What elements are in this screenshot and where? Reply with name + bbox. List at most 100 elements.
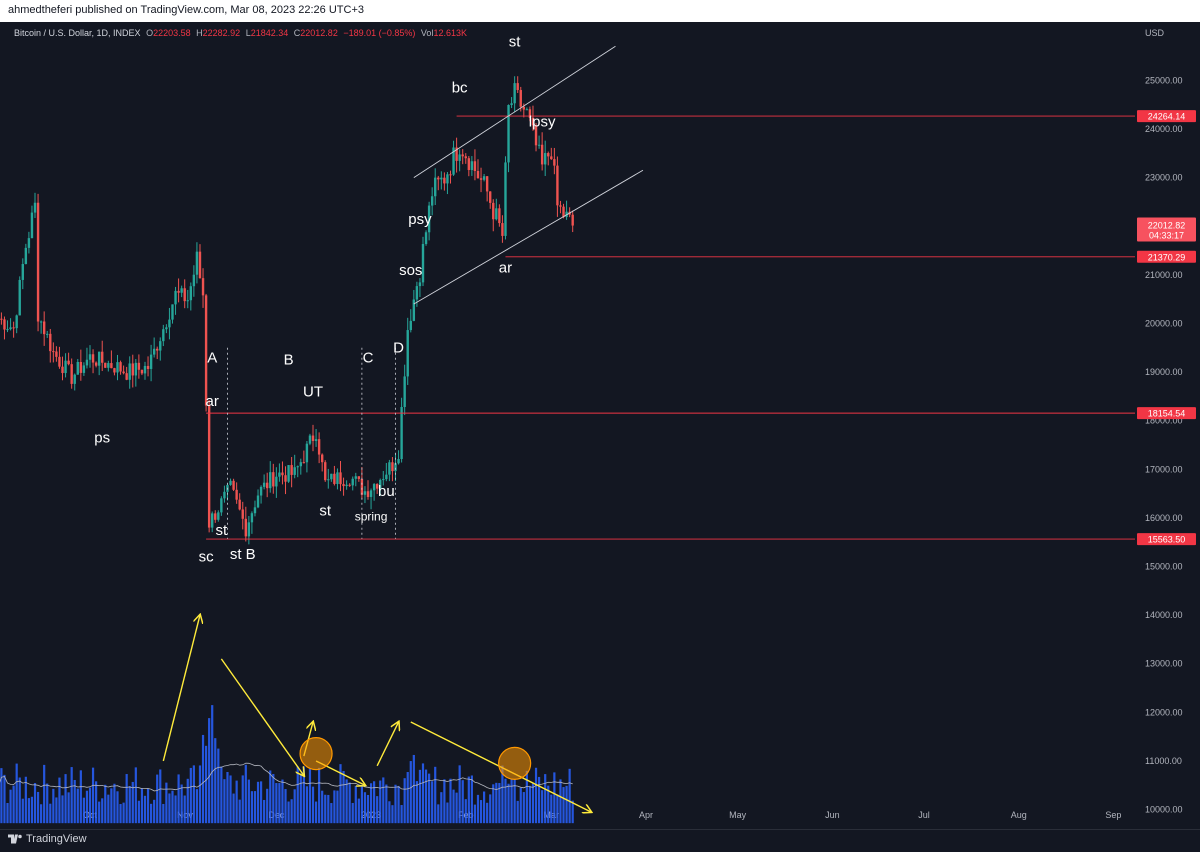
candle-body bbox=[195, 251, 199, 275]
price-chart[interactable]: USD25000.0024000.0023000.0022000.0021000… bbox=[0, 22, 1200, 829]
candle-body bbox=[366, 491, 370, 497]
volume-bar bbox=[373, 781, 376, 824]
candle-body bbox=[250, 513, 254, 523]
volume-bar bbox=[73, 780, 76, 824]
candle-body bbox=[269, 472, 272, 489]
tradingview-logo[interactable]: TradingView bbox=[8, 833, 87, 845]
volume-bar bbox=[333, 790, 336, 824]
volume-bar bbox=[345, 779, 348, 824]
volume-bar bbox=[214, 738, 217, 824]
candle-body bbox=[156, 348, 159, 351]
volume-bar bbox=[269, 770, 272, 824]
x-tick-label: Apr bbox=[639, 810, 653, 820]
volume-bar bbox=[489, 794, 492, 824]
low-value: 21842.34 bbox=[250, 28, 289, 38]
candle-body bbox=[125, 373, 128, 380]
wyckoff-label[interactable]: sos bbox=[399, 262, 422, 279]
candle-body bbox=[482, 176, 486, 180]
volume-bar bbox=[382, 777, 385, 824]
candle-body bbox=[531, 117, 535, 126]
candle-body bbox=[403, 376, 406, 408]
candle-body bbox=[6, 329, 9, 331]
wyckoff-label[interactable]: B bbox=[284, 352, 294, 369]
volume-bar bbox=[146, 788, 150, 824]
volume-bar bbox=[293, 789, 296, 824]
volume-arrow[interactable] bbox=[162, 615, 200, 762]
channel-line[interactable] bbox=[413, 45, 616, 178]
volume-bar bbox=[418, 769, 422, 824]
change-value: −189.01 (−0.85%) bbox=[343, 28, 416, 38]
channel-line[interactable] bbox=[413, 169, 644, 305]
candle-body bbox=[449, 174, 452, 176]
price-level-label: 24264.14 bbox=[1148, 112, 1186, 122]
wyckoff-label[interactable]: ar bbox=[499, 259, 512, 276]
candle-body bbox=[443, 177, 446, 184]
volume-bar bbox=[226, 771, 229, 824]
volume-bar bbox=[153, 799, 156, 824]
volume-bar bbox=[137, 800, 140, 824]
volume-bar bbox=[24, 776, 27, 824]
volume-highlight-circle[interactable] bbox=[299, 737, 333, 771]
volume-bar bbox=[547, 785, 550, 824]
last-price-tag bbox=[1137, 217, 1196, 242]
candle-body bbox=[452, 147, 455, 175]
volume-bar bbox=[275, 783, 278, 824]
volume-bar bbox=[522, 792, 525, 824]
wyckoff-label[interactable]: D bbox=[393, 340, 404, 357]
wyckoff-label[interactable]: bu bbox=[378, 483, 395, 500]
candle-body bbox=[244, 518, 248, 537]
wyckoff-label[interactable]: UT bbox=[303, 383, 323, 400]
volume-bar bbox=[504, 778, 507, 824]
candle-body bbox=[186, 300, 189, 302]
countdown-label: 04:33:17 bbox=[1149, 231, 1184, 241]
volume-bar bbox=[223, 779, 226, 824]
wyckoff-label[interactable]: bc bbox=[452, 79, 468, 96]
candle-body bbox=[510, 103, 513, 106]
wyckoff-label[interactable]: st bbox=[216, 522, 229, 539]
candle-body bbox=[67, 360, 70, 365]
wyckoff-label[interactable]: st B bbox=[230, 546, 256, 563]
candle-body bbox=[498, 208, 501, 224]
volume-bar bbox=[67, 792, 70, 824]
x-tick-label: May bbox=[729, 810, 747, 820]
wyckoff-label[interactable]: C bbox=[363, 349, 374, 366]
volume-bar bbox=[247, 779, 250, 824]
wyckoff-label[interactable]: st bbox=[509, 33, 522, 50]
volume-bar bbox=[110, 788, 113, 824]
candle-body bbox=[171, 304, 174, 320]
chart-area[interactable]: USD25000.0024000.0023000.0022000.0021000… bbox=[0, 22, 1200, 829]
volume-highlight-circle[interactable] bbox=[498, 746, 532, 780]
wyckoff-label[interactable]: spring bbox=[355, 509, 388, 523]
volume-bar bbox=[284, 789, 287, 824]
volume-bar bbox=[482, 791, 486, 824]
candle-body bbox=[198, 251, 202, 279]
open-value: 22203.58 bbox=[153, 28, 191, 38]
volume-bar bbox=[85, 790, 89, 824]
volume-bar bbox=[501, 765, 504, 824]
candle-body bbox=[379, 480, 382, 489]
candle-body bbox=[30, 212, 34, 239]
candle-body bbox=[501, 223, 504, 236]
volume-bar bbox=[495, 782, 498, 824]
candle-body bbox=[107, 363, 110, 368]
candle-body bbox=[91, 354, 95, 363]
volume-bar bbox=[143, 795, 147, 824]
candle-body bbox=[94, 362, 98, 366]
volume-bar bbox=[458, 765, 461, 824]
wyckoff-label[interactable]: lpsy bbox=[529, 114, 556, 131]
wyckoff-label[interactable]: A bbox=[207, 349, 217, 366]
volume-arrow[interactable] bbox=[376, 722, 398, 767]
volume-arrow[interactable] bbox=[220, 658, 303, 776]
wyckoff-label[interactable]: sc bbox=[199, 549, 215, 566]
y-tick-label: 13000.00 bbox=[1145, 659, 1183, 669]
volume-ma-line bbox=[0, 762, 573, 792]
volume-bar bbox=[369, 783, 373, 824]
price-axis[interactable] bbox=[1135, 22, 1200, 829]
wyckoff-label[interactable]: ar bbox=[206, 393, 219, 410]
wyckoff-label[interactable]: st bbox=[319, 502, 332, 519]
wyckoff-label[interactable]: psy bbox=[408, 211, 432, 228]
volume-bar bbox=[385, 784, 388, 824]
candle-body bbox=[36, 202, 40, 322]
wyckoff-label[interactable]: ps bbox=[94, 430, 110, 447]
candle-body bbox=[85, 359, 89, 366]
